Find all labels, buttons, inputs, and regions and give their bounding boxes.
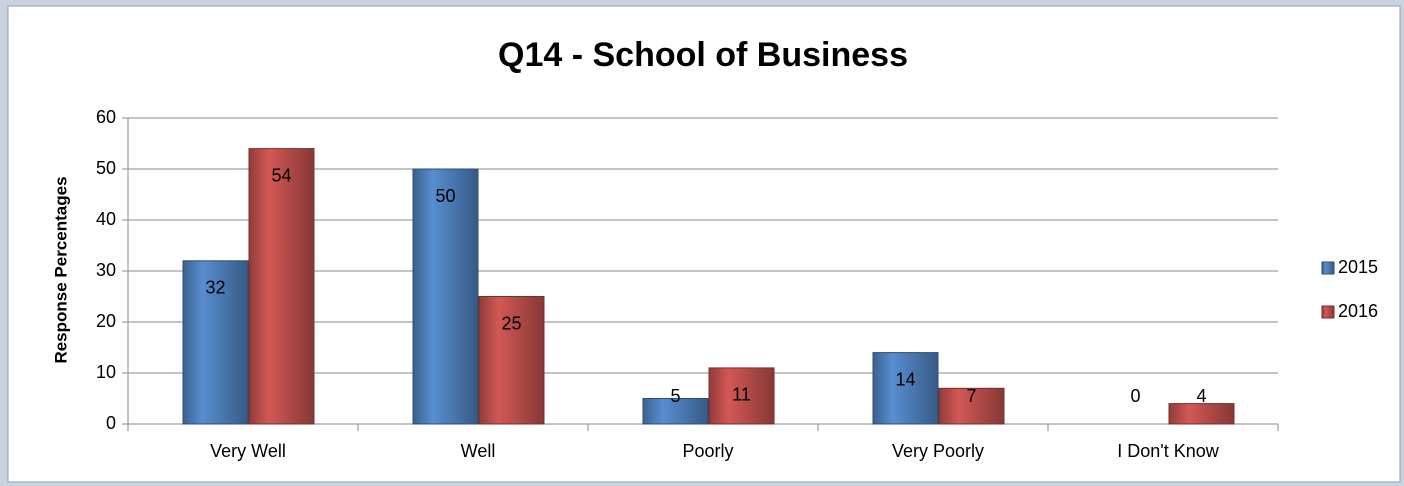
y-tick-label: 0 <box>106 413 116 433</box>
legend-label: 2016 <box>1338 301 1378 321</box>
x-tick-label: Very Poorly <box>892 441 984 461</box>
data-label: 4 <box>1196 386 1206 406</box>
x-tick-label: Poorly <box>682 441 733 461</box>
bar <box>1168 403 1235 425</box>
data-label: 11 <box>732 385 751 405</box>
legend-swatch <box>1321 305 1335 319</box>
legend-swatch <box>1321 261 1335 275</box>
data-label: 0 <box>1130 386 1140 406</box>
y-tick-label: 50 <box>96 158 116 178</box>
x-tick-label: Very Well <box>210 441 286 461</box>
y-axis-title: Response Percentages <box>51 176 70 363</box>
data-label: 25 <box>501 313 521 333</box>
bar <box>478 296 545 425</box>
bar <box>708 367 775 425</box>
bar <box>872 352 939 425</box>
data-label: 32 <box>205 278 225 298</box>
data-label: 7 <box>966 386 976 406</box>
bar <box>248 148 315 425</box>
y-tick-label: 30 <box>96 260 116 280</box>
legend-label: 2015 <box>1338 257 1378 277</box>
y-tick-label: 40 <box>96 209 116 229</box>
y-tick-label: 60 <box>96 107 116 127</box>
x-tick-label: Well <box>461 441 496 461</box>
data-label: 50 <box>435 186 455 206</box>
bar <box>642 398 709 425</box>
bar <box>412 168 479 425</box>
x-tick-label: I Don't Know <box>1117 441 1219 461</box>
data-label: 54 <box>271 165 291 185</box>
y-tick-label: 10 <box>96 362 116 382</box>
bar <box>182 260 249 425</box>
y-tick-label: 20 <box>96 311 116 331</box>
data-label: 5 <box>670 386 680 406</box>
chart-title: Q14 - School of Business <box>498 36 908 74</box>
data-label: 14 <box>895 369 915 389</box>
bar <box>938 387 1005 425</box>
